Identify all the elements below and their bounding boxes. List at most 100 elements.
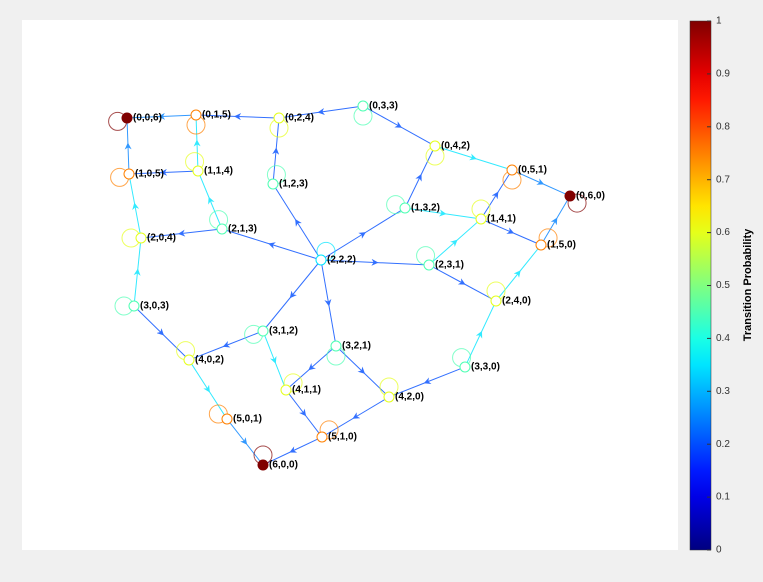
edge xyxy=(367,107,431,145)
node-label: (2,0,4) xyxy=(147,233,176,244)
node xyxy=(475,213,487,225)
node-label: (2,1,3) xyxy=(228,224,257,235)
node xyxy=(190,109,202,121)
node-label: (5,0,1) xyxy=(233,414,262,425)
edge xyxy=(393,368,461,396)
edge xyxy=(283,106,359,118)
colorbar-tick-label: 0.5 xyxy=(716,280,730,291)
colorbar-tick-label: 0 xyxy=(716,545,722,556)
edge xyxy=(199,175,221,225)
node-label: (1,4,1) xyxy=(487,214,516,225)
node-label: (1,3,2) xyxy=(411,203,440,214)
edge xyxy=(133,242,141,302)
node-label: (4,0,2) xyxy=(195,355,224,366)
node-label: (0,0,6) xyxy=(133,113,162,124)
node xyxy=(383,391,395,403)
colorbar-tick-label: 0.9 xyxy=(716,69,730,80)
self-loop xyxy=(283,373,303,393)
node-label: (0,5,1) xyxy=(518,165,547,176)
node xyxy=(221,413,233,425)
node-label: (5,1,0) xyxy=(328,432,357,443)
edge xyxy=(543,200,568,241)
edge xyxy=(321,264,336,342)
edge xyxy=(516,171,566,195)
edge xyxy=(137,309,186,357)
edge xyxy=(409,208,477,219)
node xyxy=(267,178,279,190)
colorbar-tick-label: 0.3 xyxy=(716,386,730,397)
edge xyxy=(133,168,194,176)
edge xyxy=(439,147,508,169)
plot-area xyxy=(22,20,678,550)
node xyxy=(280,384,292,396)
edge xyxy=(406,150,434,204)
node xyxy=(128,300,140,312)
edge xyxy=(498,248,539,298)
colorbar: 0 0.1 0.2 0.3 0.4 0.5 0.6 0.7 0.8 0.9 1 xyxy=(689,16,730,556)
self-loop xyxy=(319,420,339,440)
colorbar-tick-label: 0.7 xyxy=(716,174,730,185)
edge xyxy=(485,220,537,244)
node xyxy=(429,140,441,152)
node xyxy=(535,239,547,251)
self-loop xyxy=(538,228,558,248)
node-label: (3,0,3) xyxy=(140,301,169,312)
edge xyxy=(193,332,259,359)
node-label: (0,1,5) xyxy=(202,110,231,121)
node xyxy=(257,459,269,471)
node xyxy=(564,190,576,202)
node xyxy=(506,164,518,176)
edge xyxy=(466,305,495,363)
colorbar-tick-label: 0.2 xyxy=(716,439,730,450)
node-label: (2,2,2) xyxy=(327,255,356,266)
edge xyxy=(226,230,317,259)
edge xyxy=(264,335,285,386)
node xyxy=(183,354,195,366)
edge xyxy=(324,210,402,258)
edge xyxy=(131,112,192,120)
edge xyxy=(200,113,275,121)
node-label: (0,3,3) xyxy=(369,101,398,112)
colorbar-tick-label: 0.8 xyxy=(716,121,730,132)
node-label: (4,1,1) xyxy=(292,385,321,396)
edge xyxy=(229,422,261,462)
edge xyxy=(265,263,319,328)
colorbar-tick-label: 0.4 xyxy=(716,333,730,344)
edge xyxy=(289,348,333,388)
node-label: (1,2,3) xyxy=(279,179,308,190)
node-label: (4,2,0) xyxy=(395,392,424,403)
edge xyxy=(339,349,386,394)
node xyxy=(357,100,369,112)
node-label: (0,2,4) xyxy=(285,113,314,124)
node xyxy=(273,112,285,124)
node-label: (6,0,0) xyxy=(269,460,298,471)
node-label: (1,1,4) xyxy=(204,166,233,177)
node-label: (0,4,2) xyxy=(441,141,470,152)
edge xyxy=(129,178,141,234)
node-label: (3,1,2) xyxy=(269,326,298,337)
edge xyxy=(326,399,385,435)
node xyxy=(192,165,204,177)
node-label: (2,4,0) xyxy=(502,296,531,307)
node xyxy=(123,168,135,180)
node-label: (2,3,1) xyxy=(435,260,464,271)
edge xyxy=(267,438,318,464)
node xyxy=(423,259,435,271)
node xyxy=(121,112,133,124)
edge xyxy=(433,266,492,300)
edge xyxy=(191,363,225,416)
node-label: (1,5,0) xyxy=(547,240,576,251)
edge xyxy=(193,119,201,167)
edges xyxy=(108,106,587,465)
colorbar-tick-label: 0.1 xyxy=(716,492,730,503)
node xyxy=(316,431,328,443)
colorbar-tick-label: 1 xyxy=(716,16,722,27)
edge xyxy=(288,393,320,434)
node-label: (3,2,1) xyxy=(342,341,371,352)
node xyxy=(135,232,147,244)
edge xyxy=(432,221,478,263)
node xyxy=(216,223,228,235)
edge xyxy=(145,229,218,238)
node-label: (0,6,0) xyxy=(576,191,605,202)
